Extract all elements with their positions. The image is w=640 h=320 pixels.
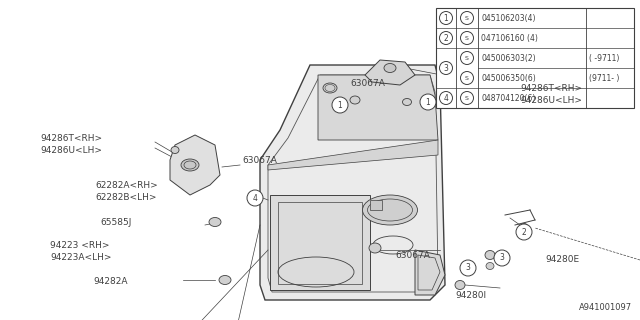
Text: 63067A: 63067A [242,156,277,164]
Ellipse shape [369,243,381,253]
Ellipse shape [350,96,360,104]
Text: ( -9711): ( -9711) [589,53,620,62]
Text: 94286U<LH>: 94286U<LH> [520,95,582,105]
Text: 94286U<LH>: 94286U<LH> [40,146,102,155]
Polygon shape [270,195,370,290]
Text: 94223 <RH>: 94223 <RH> [50,241,109,250]
Polygon shape [268,140,438,170]
Text: 4: 4 [253,194,257,203]
Text: 1: 1 [426,98,430,107]
Text: 2: 2 [444,34,449,43]
Text: 047106160 (4): 047106160 (4) [481,34,538,43]
Text: 63067A: 63067A [395,251,430,260]
Text: 3: 3 [500,253,504,262]
Text: 045006303(2): 045006303(2) [481,53,536,62]
Ellipse shape [362,195,417,225]
Text: 94286T<RH>: 94286T<RH> [520,84,582,92]
Ellipse shape [455,281,465,290]
Ellipse shape [219,276,231,284]
Text: 63067A: 63067A [351,78,385,87]
Text: S: S [465,95,469,100]
Polygon shape [318,75,438,140]
Text: 94280E: 94280E [545,255,579,265]
Circle shape [516,224,532,240]
Text: 045006350(6): 045006350(6) [481,74,536,83]
Text: 65585J: 65585J [100,218,131,227]
Bar [436,8,634,108]
Text: 045106203(4): 045106203(4) [481,13,536,22]
Ellipse shape [384,63,396,73]
Circle shape [420,94,436,110]
Text: 94286T<RH>: 94286T<RH> [40,133,102,142]
Ellipse shape [485,251,495,260]
Ellipse shape [171,147,179,154]
Text: S: S [465,76,469,81]
Text: S: S [465,15,469,20]
Polygon shape [415,250,445,295]
Text: 62282A<RH>: 62282A<RH> [95,180,157,189]
Text: 3: 3 [465,263,470,273]
Text: 048704120(6): 048704120(6) [481,93,536,102]
Circle shape [332,97,348,113]
Circle shape [460,260,476,276]
Polygon shape [260,65,445,300]
Text: 62282B<LH>: 62282B<LH> [95,193,157,202]
Text: 94280I: 94280I [455,291,486,300]
Ellipse shape [323,83,337,93]
Text: 94282A: 94282A [93,277,127,286]
Ellipse shape [209,218,221,227]
Text: 2: 2 [522,228,526,236]
Text: S: S [465,55,469,60]
Text: 94223A<LH>: 94223A<LH> [50,252,111,261]
Polygon shape [370,200,382,210]
Text: S: S [465,36,469,41]
Polygon shape [170,135,220,195]
Text: A941001097: A941001097 [579,303,632,312]
Circle shape [247,190,263,206]
Text: 3: 3 [444,63,449,73]
Text: 1: 1 [444,13,449,22]
Ellipse shape [403,99,412,106]
Polygon shape [365,60,415,85]
Text: (9711- ): (9711- ) [589,74,620,83]
Text: 1: 1 [338,100,342,109]
Ellipse shape [181,159,199,171]
Ellipse shape [520,223,529,233]
Text: 4: 4 [444,93,449,102]
Ellipse shape [486,262,494,269]
Circle shape [494,250,510,266]
